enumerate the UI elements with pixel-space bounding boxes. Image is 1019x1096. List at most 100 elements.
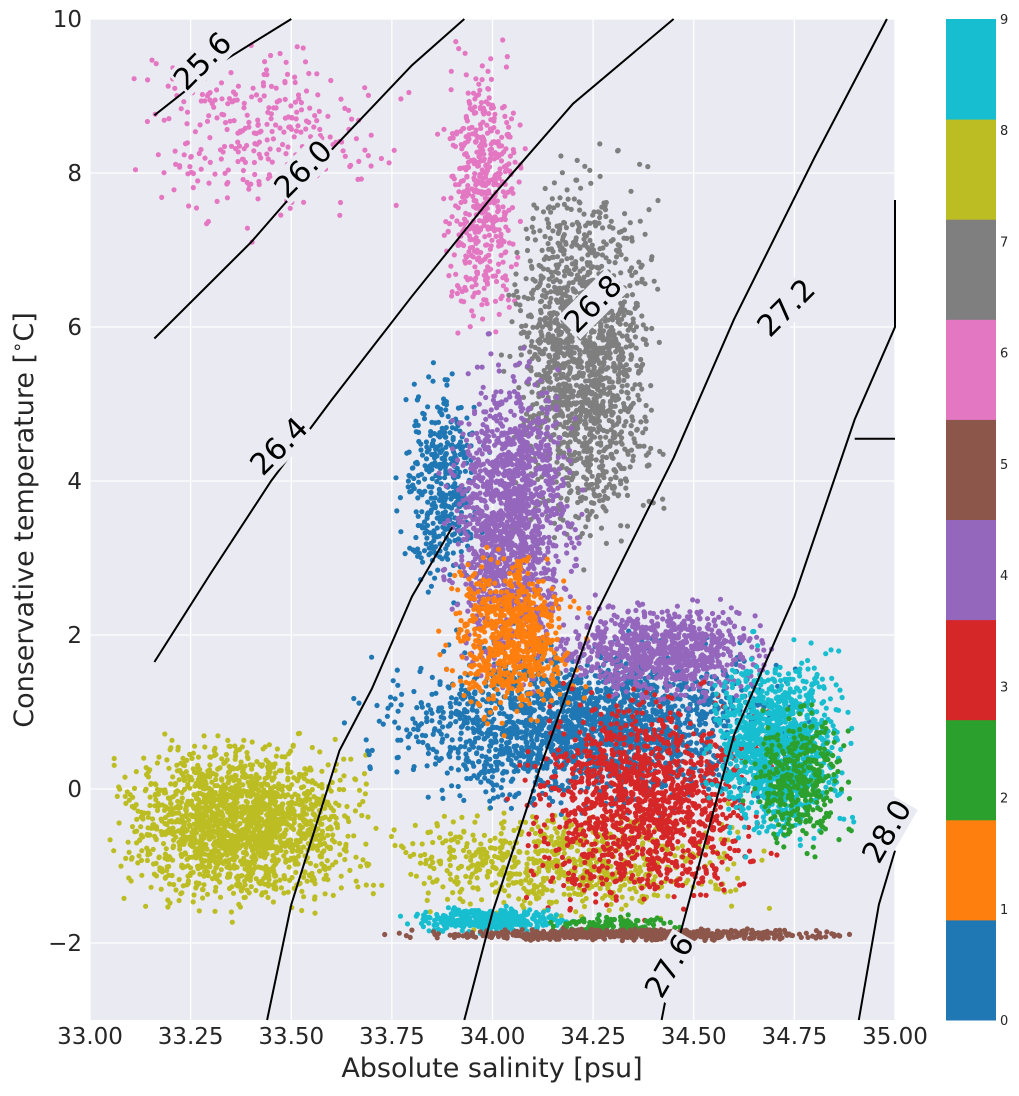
scatter-point [236,845,241,850]
scatter-point [316,843,321,848]
scatter-point [122,775,127,780]
scatter-point [408,872,413,877]
scatter-point [448,430,453,435]
scatter-point [191,899,196,904]
scatter-point [554,700,559,705]
scatter-point [486,778,491,783]
scatter-point [455,840,460,845]
scatter-point [328,824,333,829]
scatter-point [424,536,429,541]
scatter-point [139,873,144,878]
scatter-point [420,453,425,458]
scatter-point [249,774,254,779]
scatter-point [130,855,135,860]
scatter-point [162,821,167,826]
scatter-point [302,766,307,771]
scatter-point [364,861,369,866]
scatter-point [178,891,183,896]
scatter-point [313,836,318,841]
scatter-point [570,715,575,720]
scatter-point [234,882,239,887]
scatter-point [488,838,493,843]
scatter-point [289,825,294,830]
scatter-point [571,706,576,711]
scatter-point [132,786,137,791]
scatter-point [470,833,475,838]
scatter-point [416,514,421,519]
scatter-point [145,858,150,863]
scatter-point [517,849,522,854]
scatter-point [450,890,455,895]
scatter-point [289,794,294,799]
scatter-point [329,789,334,794]
scatter-point [484,761,489,766]
scatter-point [547,900,552,905]
scatter-point [431,360,436,365]
scatter-point [337,787,342,792]
scatter-point [364,781,369,786]
scatter-point [489,859,494,864]
scatter-point [494,782,499,787]
scatter-point [536,869,541,874]
scatter-point [620,699,625,704]
scatter-point [213,865,218,870]
scatter-point [169,818,174,823]
scatter-point [258,881,263,886]
scatter-point [554,899,559,904]
scatter-point [537,839,542,844]
scatter-point [392,843,397,848]
scatter-point [422,852,427,857]
scatter-point [297,802,302,807]
scatter-point [230,803,235,808]
scatter-point [358,864,363,869]
scatter-point [507,753,512,758]
scatter-point [293,870,298,875]
scatter-point [519,881,524,886]
scatter-point [508,714,513,719]
scatter-point [474,751,479,756]
scatter-point [410,841,415,846]
scatter-point [199,815,204,820]
scatter-point [167,900,172,905]
scatter-point [272,812,277,817]
scatter-point [357,788,362,793]
scatter-point [603,698,608,703]
scatter-point [428,856,433,861]
scatter-point [441,716,446,721]
scatter-point [214,828,219,833]
scatter-point [448,831,453,836]
scatter-point [298,849,303,854]
scatter-point [431,521,436,526]
scatter-point [609,902,614,907]
scatter-point [432,728,437,733]
scatter-point [204,868,209,873]
scatter-point [224,853,229,858]
scatter-point [270,826,275,831]
scatter-point [430,379,435,384]
scatter-point [267,831,272,836]
scatter-point [272,886,277,891]
scatter-point [600,896,605,901]
scatter-point [413,419,418,424]
scatter-point [334,816,339,821]
scatter-point [555,858,560,863]
scatter-point [445,897,450,902]
scatter-point [365,748,370,753]
scatter-point [480,731,485,736]
scatter-point [697,718,702,723]
scatter-point [249,845,254,850]
scatter-point [429,584,434,589]
scatter-point [187,786,192,791]
scatter-point [374,703,379,708]
scatter-point [152,872,157,877]
scatter-point [168,801,173,806]
scatter-point [307,765,312,770]
scatter-point [301,844,306,849]
scatter-point [287,878,292,883]
scatter-point [271,765,276,770]
scatter-point [471,745,476,750]
scatter-point [153,781,158,786]
scatter-point [570,886,575,891]
scatter-point [550,888,555,893]
scatter-point [704,712,709,717]
